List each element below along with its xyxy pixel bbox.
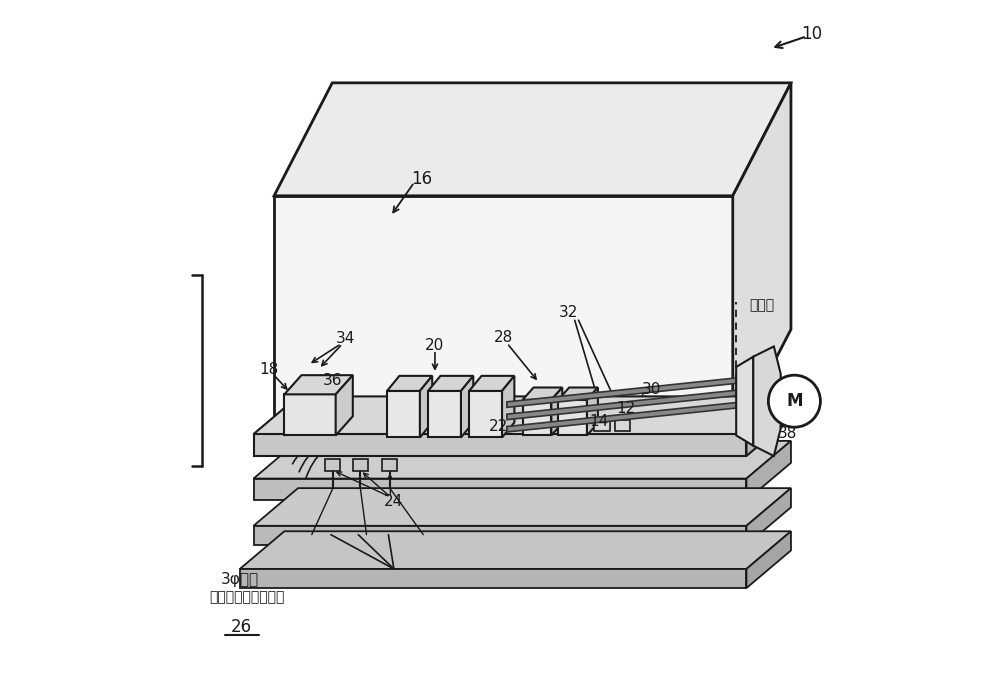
Text: 32: 32: [559, 305, 578, 320]
Bar: [523, 400, 551, 436]
Polygon shape: [736, 357, 753, 446]
Polygon shape: [523, 388, 562, 400]
Polygon shape: [420, 376, 432, 438]
Bar: [240, 569, 746, 588]
Polygon shape: [240, 531, 791, 569]
Bar: [469, 391, 502, 438]
Bar: [382, 459, 397, 471]
Bar: [254, 479, 746, 501]
Polygon shape: [746, 488, 791, 545]
Polygon shape: [254, 488, 791, 525]
Polygon shape: [507, 378, 736, 407]
Bar: [615, 420, 630, 431]
Text: 38: 38: [778, 426, 797, 441]
Polygon shape: [502, 376, 514, 438]
Text: 30: 30: [642, 382, 662, 397]
Polygon shape: [387, 376, 432, 391]
Text: 3φ电源: 3φ电源: [221, 571, 259, 587]
Bar: [594, 420, 610, 431]
Bar: [387, 391, 420, 438]
Text: 34: 34: [336, 331, 356, 346]
Polygon shape: [587, 388, 598, 436]
Bar: [428, 391, 461, 438]
Text: （或上游开关设备）: （或上游开关设备）: [209, 591, 284, 604]
Text: 至电机: 至电机: [749, 298, 774, 312]
Bar: [353, 459, 368, 471]
Text: 22: 22: [489, 419, 508, 434]
Text: 26: 26: [231, 618, 252, 636]
Bar: [274, 196, 733, 442]
Bar: [254, 434, 746, 456]
Text: M: M: [786, 392, 803, 410]
Bar: [254, 525, 746, 545]
Bar: [325, 459, 340, 471]
Polygon shape: [558, 388, 598, 400]
Circle shape: [768, 375, 820, 427]
Polygon shape: [746, 397, 791, 456]
Text: 10: 10: [801, 25, 822, 43]
Polygon shape: [336, 375, 353, 436]
Bar: [284, 394, 336, 436]
Polygon shape: [461, 376, 473, 438]
Text: 20: 20: [425, 338, 445, 353]
Text: 12: 12: [616, 401, 636, 416]
Text: 16: 16: [411, 169, 432, 188]
Polygon shape: [274, 83, 791, 196]
Text: 28: 28: [494, 330, 513, 345]
Polygon shape: [507, 403, 736, 432]
Text: 14: 14: [590, 414, 609, 429]
Polygon shape: [746, 531, 791, 588]
Polygon shape: [753, 346, 781, 456]
Polygon shape: [428, 376, 473, 391]
Text: 24: 24: [384, 495, 404, 509]
Polygon shape: [469, 376, 514, 391]
Polygon shape: [551, 388, 562, 436]
Text: 18: 18: [260, 362, 279, 377]
Polygon shape: [284, 375, 353, 394]
Bar: [558, 400, 587, 436]
Polygon shape: [254, 441, 791, 479]
Polygon shape: [733, 83, 791, 442]
Polygon shape: [507, 390, 736, 420]
Text: 36: 36: [323, 373, 342, 388]
Polygon shape: [254, 397, 791, 434]
Polygon shape: [746, 441, 791, 501]
